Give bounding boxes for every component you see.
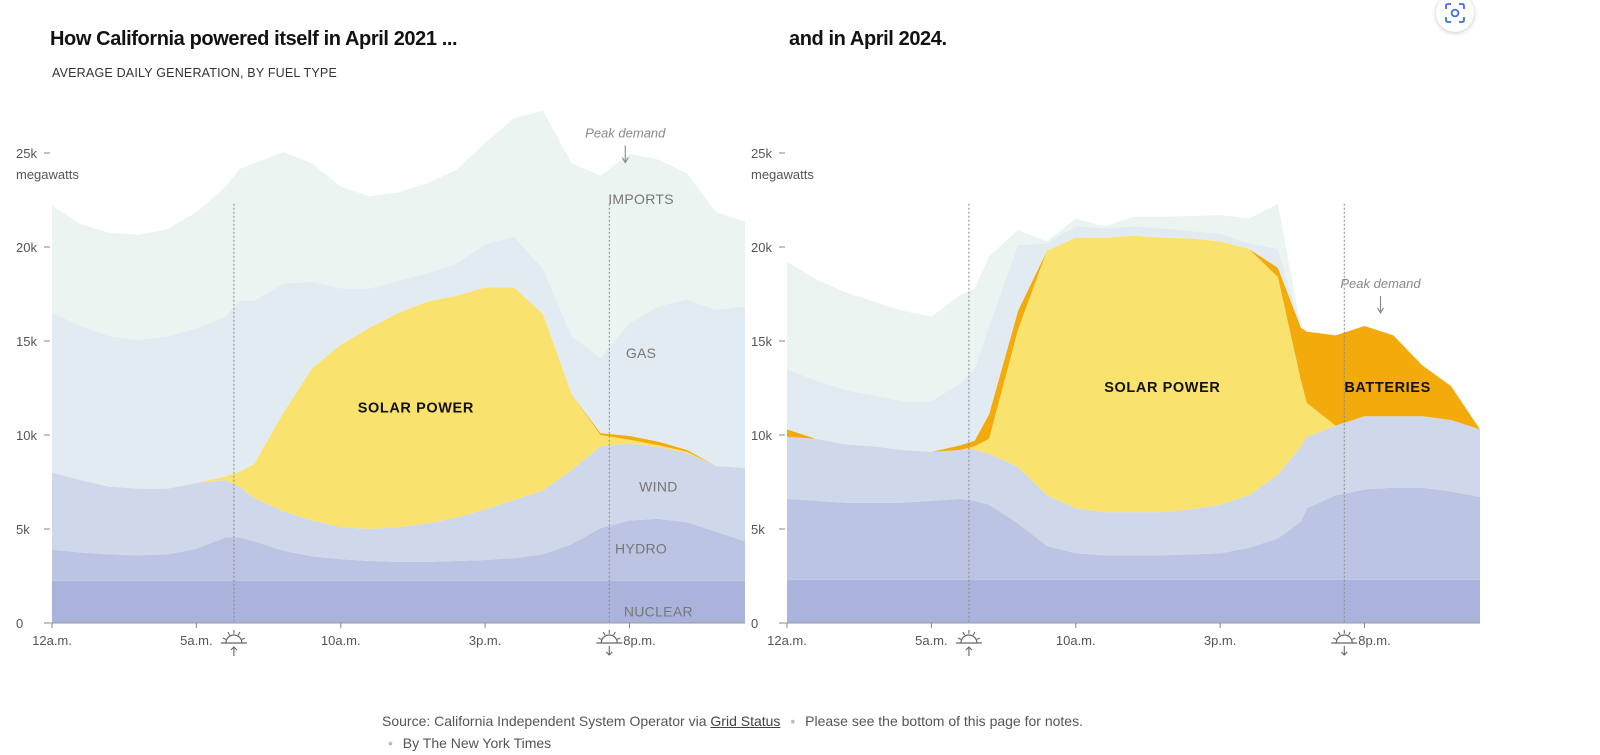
- y-tick-label: 0: [751, 616, 758, 631]
- sun-icon: [225, 634, 243, 644]
- sun-ray: [222, 637, 227, 640]
- y-axis-label: megawatts: [16, 167, 79, 182]
- x-tick-label: 10a.m.: [321, 633, 361, 648]
- x-tick-label: 5a.m.: [180, 633, 213, 648]
- x-tick-label: 12a.m.: [32, 633, 72, 648]
- area-label-imports: IMPORTS: [608, 191, 674, 207]
- sun-ray: [1333, 637, 1337, 640]
- y-tick-label: 0: [16, 616, 23, 631]
- chart-subtitle: AVERAGE DAILY GENERATION, BY FUEL TYPE: [52, 66, 337, 80]
- y-tick-label: 25k: [751, 146, 772, 161]
- peak-demand-label: Peak demand: [585, 126, 666, 141]
- screenshot-scan-button[interactable]: [1436, 0, 1474, 32]
- y-tick-label: 25k: [16, 146, 37, 161]
- x-tick-label: 10a.m.: [1056, 633, 1096, 648]
- sun-ray: [1351, 637, 1356, 640]
- sunset-arrow-icon: [605, 646, 613, 656]
- sun-ray: [598, 637, 602, 640]
- source-prefix: Source: California Independent System Op…: [382, 713, 707, 729]
- area-label-solar-power: SOLAR POWER: [1104, 380, 1220, 396]
- x-tick-label: 12a.m.: [767, 633, 807, 648]
- chart-title-2021: How California powered itself in April 2…: [50, 28, 458, 50]
- sun-ray: [613, 631, 616, 636]
- area-imports-2024: [787, 203, 1480, 430]
- y-tick-label: 20k: [751, 240, 772, 255]
- sun-ray: [972, 631, 976, 636]
- sun-ray: [227, 631, 231, 636]
- y-tick-label: 15k: [751, 334, 772, 349]
- area-solar-2021: [52, 287, 745, 529]
- sun-icon: [960, 634, 978, 644]
- separator-dot: •: [790, 713, 796, 729]
- sun-icon: [1335, 634, 1353, 644]
- sun-ray: [1337, 631, 1341, 636]
- area-batteries-2024: [787, 235, 1480, 452]
- area-wind-2024: [787, 416, 1480, 556]
- y-tick-label: 5k: [751, 522, 765, 537]
- area-hydro-2024: [787, 487, 1480, 580]
- sun-ray: [241, 637, 246, 640]
- area-nuclear-2024: [787, 579, 1480, 623]
- x-tick-label: 3p.m.: [469, 633, 502, 648]
- sun-ray: [976, 637, 981, 640]
- sun-ray: [616, 637, 621, 640]
- area-nuclear-2021: [52, 580, 745, 623]
- sunrise-arrow-icon: [965, 646, 973, 656]
- area-label-hydro: HYDRO: [615, 540, 667, 556]
- y-tick-label: 10k: [751, 428, 772, 443]
- y-tick-label: 10k: [16, 428, 37, 443]
- area-wind-2021: [52, 443, 745, 562]
- area-label-solar-power: SOLAR POWER: [358, 400, 474, 416]
- y-axis-label: megawatts: [751, 167, 814, 182]
- peak-demand-label: Peak demand: [1340, 276, 1421, 291]
- area-solar-2024: [787, 235, 1480, 513]
- sunrise-arrow-icon: [230, 646, 238, 656]
- sunset-arrow-icon: [1340, 646, 1348, 656]
- area-imports-2021: [52, 110, 745, 358]
- y-tick-label: 15k: [16, 334, 37, 349]
- chart-title-2024: and in April 2024.: [789, 28, 947, 50]
- area-gas-2024: [787, 226, 1480, 452]
- x-tick-label: 5a.m.: [915, 633, 948, 648]
- sun-ray: [1348, 631, 1351, 636]
- sun-ray: [237, 631, 241, 636]
- y-tick-label: 5k: [16, 522, 30, 537]
- area-label-wind: WIND: [639, 478, 678, 494]
- x-tick-label: 3p.m.: [1204, 633, 1237, 648]
- area-gas-2021: [52, 236, 745, 489]
- screenshot-scan-icon: [1445, 3, 1465, 23]
- sun-ray: [602, 631, 606, 636]
- y-tick-label: 20k: [16, 240, 37, 255]
- source-notes-text: Please see the bottom of this page for n…: [805, 713, 1083, 729]
- grid-status-link[interactable]: Grid Status: [710, 713, 781, 729]
- separator-dot: •: [388, 735, 393, 751]
- source-note: Source: California Independent System Op…: [382, 710, 1102, 754]
- peak-demand-arrow-icon: [1377, 295, 1384, 315]
- area-label-nuclear: NUCLEAR: [624, 603, 693, 619]
- sun-ray: [962, 631, 966, 636]
- peak-demand-arrow-icon: [621, 145, 629, 164]
- sun-icon: [600, 634, 618, 644]
- area-hydro-2021: [52, 518, 745, 581]
- area-label-gas: GAS: [626, 345, 656, 361]
- x-tick-label: 8p.m.: [1358, 633, 1391, 648]
- x-tick-label: 8p.m.: [623, 633, 656, 648]
- source-byline: By The New York Times: [402, 735, 552, 751]
- sun-ray: [957, 637, 962, 640]
- area-label-batteries: BATTERIES: [1344, 380, 1431, 396]
